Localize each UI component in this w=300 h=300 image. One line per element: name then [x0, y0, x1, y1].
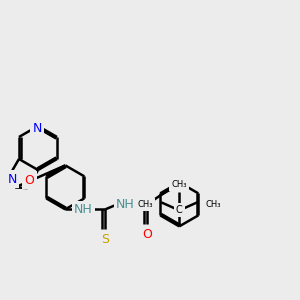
- Text: C: C: [176, 206, 183, 215]
- Text: S: S: [101, 233, 109, 246]
- Text: NH: NH: [74, 203, 93, 216]
- Text: CH₃: CH₃: [138, 200, 153, 209]
- Text: O: O: [142, 228, 152, 241]
- Text: NH: NH: [116, 198, 135, 211]
- Text: O: O: [25, 174, 34, 187]
- Text: N: N: [8, 172, 17, 186]
- Text: CH₃: CH₃: [172, 180, 187, 189]
- Text: CH₃: CH₃: [205, 200, 221, 209]
- Text: N: N: [32, 122, 42, 134]
